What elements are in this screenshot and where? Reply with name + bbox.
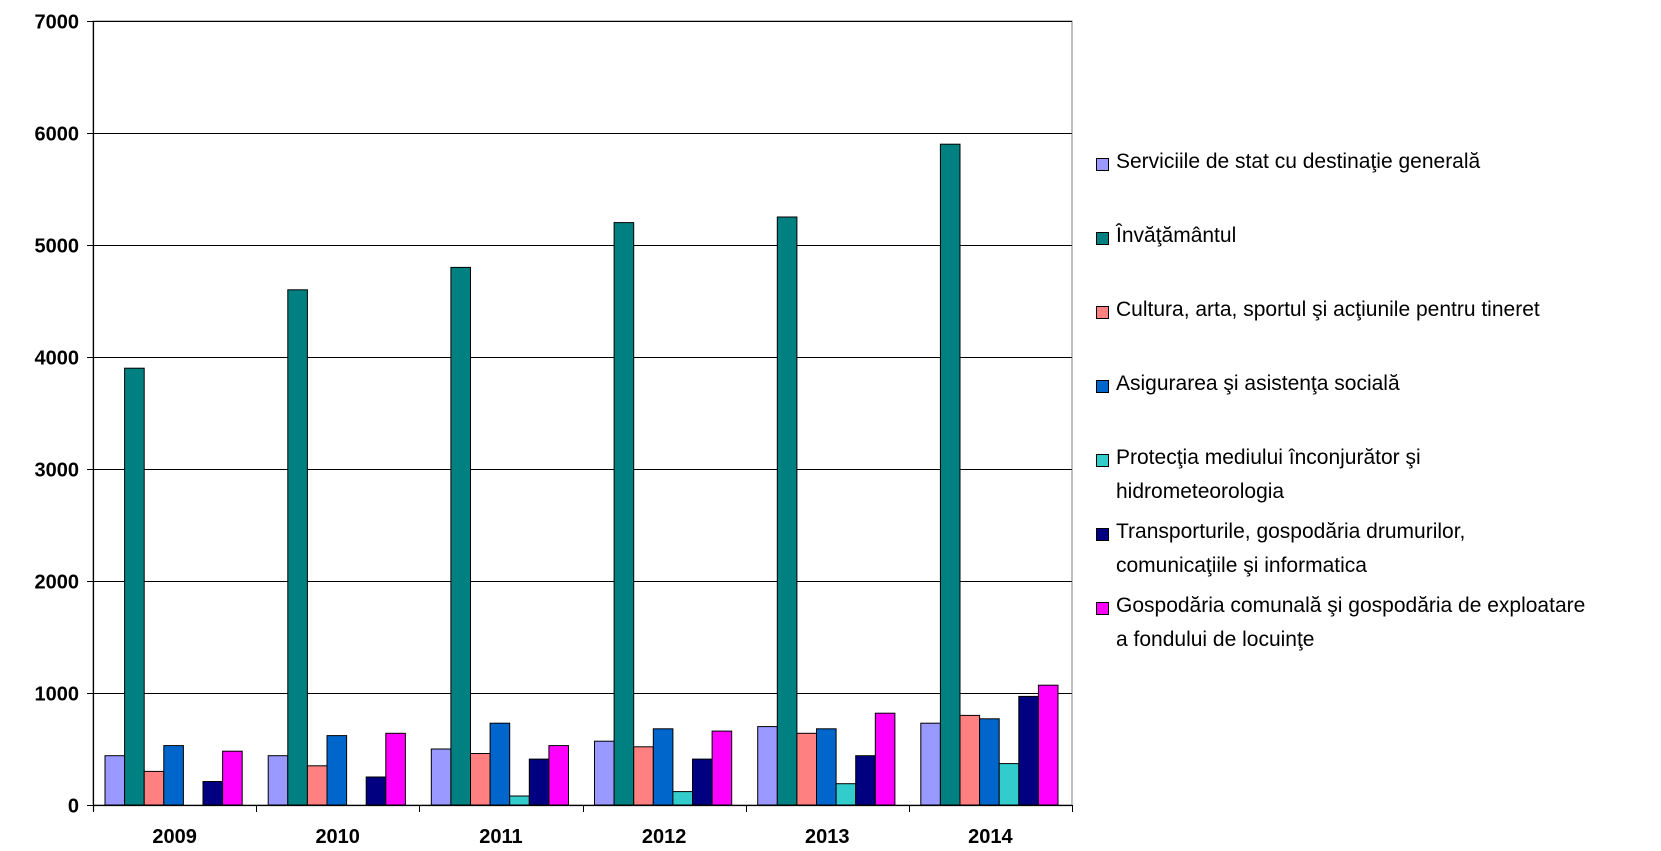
x-tick-label: 2010 [315,826,360,848]
bar-2009-series-3 [143,770,165,806]
bar-2009-series-1 [104,755,126,806]
bar-2012-series-1 [594,740,615,806]
bar-2010-series-7 [385,732,406,806]
bar-2010-series-1 [267,755,289,806]
legend-label: Cultura, arta, sportul şi acţiunile pent… [1116,298,1540,321]
legend-swatch [1096,528,1109,541]
bar-2011-series-3 [470,753,491,806]
x-tick-label: 2009 [152,826,197,848]
legend-swatch [1096,158,1109,171]
legend-swatch [1096,602,1109,615]
bar-2012-series-5 [672,791,694,806]
bar-2011-series-1 [430,748,452,806]
legend-item: Transporturile, gospodăria drumurilor, c… [1096,520,1586,583]
y-tick-label: 4000 [35,348,80,370]
bar-2011-series-6 [528,758,550,806]
bar-2012-series-4 [652,728,674,806]
y-tick-label: 7000 [35,12,80,34]
bar-2011-series-7 [548,745,570,806]
x-axis-tick-labels: 2009 2010 2011 2012 2013 2014 [152,826,1013,848]
legend-label: Serviciile de stat cu destinaţie general… [1116,150,1481,173]
legend-item: Învăţământul [1096,224,1236,253]
legend-swatch [1096,232,1109,245]
legend-label: Transporturile, gospodăria drumurilor, c… [1116,520,1466,577]
x-tick-label: 2014 [968,826,1013,848]
bar-2010-series-6 [365,776,387,806]
legend-item: Gospodăria comunală şi gospodăria de exp… [1096,594,1586,657]
legend-item: Asigurarea şi asistenţa socială [1096,372,1400,401]
bar-2013-series-6 [855,755,876,806]
legend-swatch [1096,306,1109,319]
x-tick-label: 2011 [479,826,522,848]
x-tick-label: 2012 [642,826,687,848]
legend-item: Protecţia mediului înconjurător şi hidro… [1096,446,1586,509]
legend-swatch [1096,380,1109,393]
bar-2013-series-2 [776,216,798,806]
legend-swatch [1096,454,1109,467]
bar-2014-series-2 [939,143,961,806]
bar-2012-series-3 [633,746,654,806]
bar-2010-series-2 [287,289,308,806]
bar-2011-series-4 [489,722,511,806]
y-tick-label: 5000 [35,236,80,258]
bar-2011-series-2 [450,266,471,806]
bar-2014-series-5 [998,763,1020,806]
legend-label: Învăţământul [1116,224,1237,247]
y-tick-label: 3000 [35,460,80,482]
bar-2011-series-5 [509,795,530,806]
bar-2014-series-1 [920,722,941,806]
gridlines [92,20,1073,806]
bar-2014-series-4 [979,718,1000,806]
bar-2012-series-6 [692,758,713,806]
y-tick-label: 0 [68,796,79,818]
bar-2013-series-5 [835,783,857,806]
bars [104,143,1059,806]
bar-2009-series-4 [163,745,184,806]
legend-label: Protecţia mediului înconjurător şi hidro… [1116,446,1421,503]
x-tick-label: 2013 [805,826,850,848]
y-tick-label: 6000 [35,124,80,146]
bar-2014-series-6 [1018,695,1039,806]
bar-2013-series-4 [816,728,837,806]
bar-2012-series-2 [613,222,635,806]
bar-2012-series-7 [711,730,733,806]
bar-2013-series-3 [796,732,818,806]
bar-2013-series-7 [874,712,896,806]
bar-2010-series-3 [306,765,328,806]
legend-item: Cultura, arta, sportul şi acţiunile pent… [1096,298,1540,327]
bar-2010-series-4 [326,735,348,806]
legend-label: Gospodăria comunală şi gospodăria de exp… [1116,594,1586,651]
bar-2014-series-7 [1037,684,1059,806]
legend-item: Serviciile de stat cu destinaţie general… [1096,150,1480,179]
bar-2009-series-7 [222,750,243,806]
legend-label: Asigurarea şi asistenţa socială [1116,372,1400,395]
y-axis-tick-labels: 0 1000 2000 3000 4000 5000 6000 7000 [35,12,80,818]
bar-2014-series-3 [959,714,981,806]
bar-2009-series-6 [202,781,224,806]
bar-2013-series-1 [757,726,778,806]
plot-area [92,20,1073,806]
axes [87,21,1073,812]
y-tick-label: 2000 [35,572,80,594]
bar-2009-series-2 [124,367,145,806]
y-tick-label: 1000 [35,684,80,706]
